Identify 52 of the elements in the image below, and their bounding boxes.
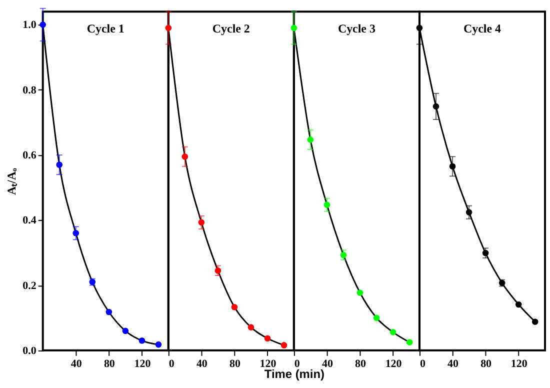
- point: [155, 341, 162, 348]
- point: [264, 335, 271, 342]
- annotation: Cycle 1: [86, 22, 124, 36]
- y-tick-label: 1.0: [22, 19, 37, 32]
- y-tick-label: 0.6: [22, 149, 37, 162]
- x-tick-label: 80: [229, 358, 241, 370]
- point: [56, 162, 63, 168]
- point: [72, 230, 80, 236]
- point: [248, 324, 254, 330]
- x-tick-label: 0: [168, 358, 175, 370]
- x-tick-label: 120: [134, 358, 152, 370]
- point: [106, 308, 112, 316]
- point: [449, 163, 456, 170]
- x-tick-label: 80: [355, 358, 367, 370]
- point: [182, 153, 188, 160]
- point: [356, 290, 364, 296]
- x-tick-label: 120: [385, 358, 402, 370]
- x-tick-label: 40: [196, 358, 208, 370]
- point: [416, 24, 423, 32]
- point: [406, 339, 413, 346]
- y-tick-label: 0.8: [22, 84, 37, 96]
- point: [198, 219, 205, 226]
- point: [231, 304, 238, 310]
- annotation: Cycle 2: [212, 22, 250, 36]
- point: [515, 301, 522, 308]
- x-tick-label: 80: [104, 358, 116, 370]
- point: [373, 314, 380, 321]
- y-tick-label: 0.0: [22, 344, 37, 357]
- point: [122, 328, 129, 334]
- y-tick-label: 0.4: [22, 214, 37, 227]
- point: [165, 24, 172, 32]
- point: [138, 338, 146, 344]
- point: [214, 267, 222, 274]
- x-tick-label: 40: [448, 358, 460, 370]
- point: [390, 329, 396, 336]
- point: [340, 252, 347, 258]
- point: [466, 209, 472, 216]
- annotation: Cycle 4: [464, 22, 501, 36]
- point: [432, 103, 440, 110]
- x-tick-label: 120: [510, 358, 528, 370]
- x-tick-label: 40: [70, 358, 82, 370]
- point: [280, 342, 288, 348]
- point: [290, 24, 298, 32]
- point: [307, 136, 314, 143]
- y-tick-label: 0.2: [22, 280, 36, 292]
- annotation: Cycle 3: [338, 22, 376, 36]
- point: [482, 250, 489, 256]
- point: [324, 202, 330, 208]
- point: [532, 318, 538, 325]
- x-tick-label: 80: [480, 358, 492, 370]
- y-axis-title: Aₜ/Aₒ: [4, 167, 19, 196]
- x-tick-label: 0: [420, 358, 426, 370]
